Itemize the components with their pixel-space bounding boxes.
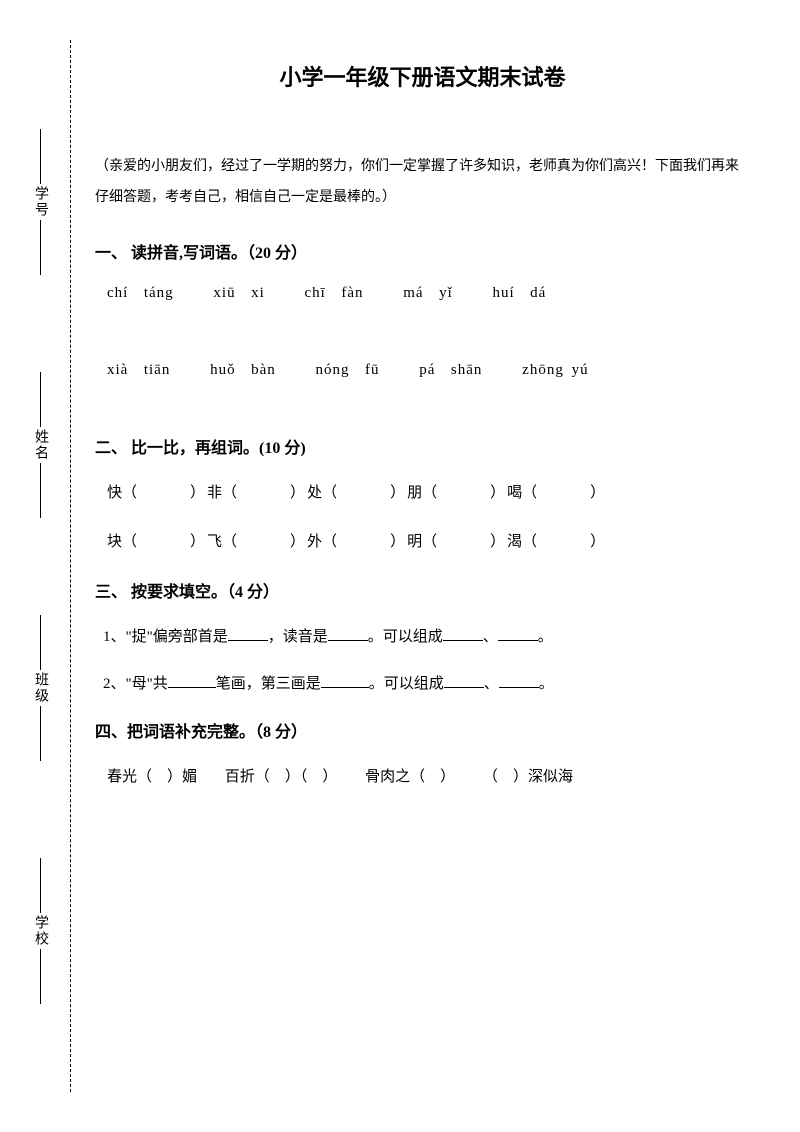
sidebar-field-class: 班级 — [30, 615, 50, 761]
pinyin-row-2: xià tiān huǒ bàn nóng fū pá shān zhōng y… — [107, 362, 750, 379]
sidebar-label: 班级 — [30, 672, 50, 704]
sidebar-underline — [40, 463, 41, 518]
fill-question-2: 2、"母"共笔画，第三画是。可以组成、。 — [103, 671, 750, 698]
pinyin-row-1: chí táng xiū xi chī fàn má yǐ huí dá — [107, 285, 750, 302]
sidebar-underline — [40, 858, 41, 913]
compare-row-1: 快（ ）非（ ）处（ ）朋（ ）喝（ ） — [107, 480, 750, 507]
sidebar-field-name: 姓名 — [30, 372, 50, 518]
page-title: 小学一年级下册语文期末试卷 — [95, 60, 750, 92]
sidebar-underline — [40, 706, 41, 761]
section-2-header: 二、 比一比，再组词。(10 分) — [95, 434, 750, 458]
sidebar-underline — [40, 949, 41, 1004]
pinyin-group: chī fàn — [305, 285, 364, 302]
idiom-item: 骨肉之（ ） — [365, 764, 455, 791]
pinyin-group: nóng fū — [316, 362, 380, 379]
idiom-item: 春光（ ）媚 — [107, 764, 197, 791]
sidebar-label: 学号 — [30, 186, 50, 218]
pinyin-group: chí táng — [107, 285, 174, 302]
fill-question-1: 1、"捉"偏旁部首是，读音是。可以组成、。 — [103, 624, 750, 651]
info-sidebar: 学号 姓名 班级 学校 — [20, 40, 60, 1092]
sidebar-field-school: 学校 — [30, 858, 50, 1004]
intro-text: （亲爱的小朋友们，经过了一学期的努力，你们一定掌握了许多知识，老师真为你们高兴！… — [95, 152, 750, 214]
pinyin-group: zhōng yú — [522, 362, 588, 379]
sidebar-underline — [40, 220, 41, 275]
pinyin-group: huǒ bàn — [210, 362, 276, 379]
pinyin-group: xià tiān — [107, 362, 170, 379]
pinyin-group: má yǐ — [403, 285, 453, 302]
compare-row-2: 块（ ）飞（ ）外（ ）明（ ）渴（ ） — [107, 529, 750, 556]
idiom-item: （ ）深似海 — [483, 764, 573, 791]
pinyin-group: pá shān — [419, 362, 482, 379]
idiom-item: 百折（ ）（ ） — [225, 764, 338, 791]
pinyin-group: huí dá — [492, 285, 546, 302]
section-4-header: 四、把词语补充完整。（8 分） — [95, 718, 750, 742]
binding-dashed-line — [70, 40, 71, 1092]
sidebar-underline — [40, 615, 41, 670]
sidebar-underline — [40, 129, 41, 184]
pinyin-group: xiū xi — [213, 285, 264, 302]
sidebar-label: 姓名 — [30, 429, 50, 461]
sidebar-label: 学校 — [30, 915, 50, 947]
section-3-header: 三、 按要求填空。（4 分） — [95, 578, 750, 602]
sidebar-field-student-id: 学号 — [30, 129, 50, 275]
sidebar-underline — [40, 372, 41, 427]
idiom-row: 春光（ ）媚 百折（ ）（ ） 骨肉之（ ） （ ）深似海 — [107, 764, 750, 791]
section-1-header: 一、 读拼音,写词语。（20 分） — [95, 239, 750, 263]
main-content: 小学一年级下册语文期末试卷 （亲爱的小朋友们，经过了一学期的努力，你们一定掌握了… — [95, 60, 750, 811]
